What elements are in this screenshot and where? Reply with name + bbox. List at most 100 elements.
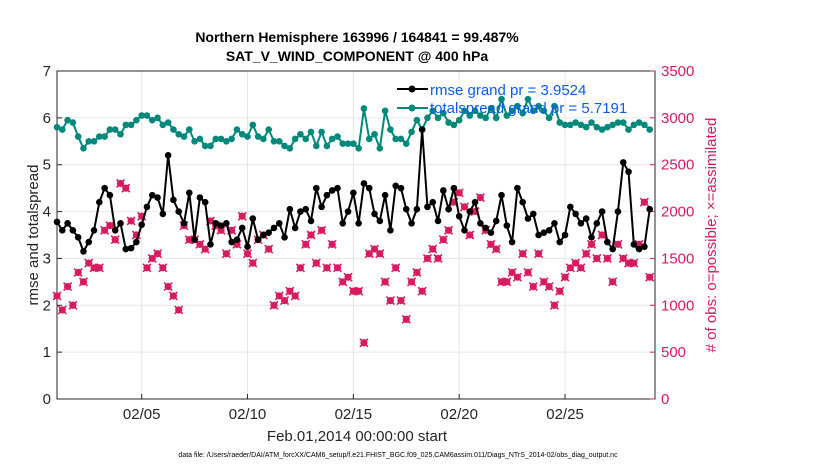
- rmse-point: [619, 159, 627, 166]
- rmse-point: [408, 219, 415, 227]
- spread-point: [434, 114, 442, 122]
- spread-point: [291, 135, 299, 143]
- obs-marker-cross: [428, 244, 438, 254]
- spread-point: [85, 137, 93, 145]
- spread-point: [360, 105, 368, 112]
- spread-point: [212, 135, 220, 143]
- spread-point: [635, 119, 643, 126]
- rmse-point: [138, 221, 145, 228]
- obs-marker-cross: [560, 272, 570, 282]
- spread-point: [593, 123, 601, 131]
- spread-point: [69, 119, 77, 126]
- obs-marker-cross: [629, 258, 639, 268]
- rmse-point: [540, 229, 548, 236]
- rmse-point: [429, 198, 437, 206]
- obs-marker: [549, 300, 560, 310]
- obs-marker-cross: [544, 281, 554, 292]
- obs-marker-cross: [459, 202, 470, 212]
- spread-point: [641, 121, 648, 129]
- obs-marker-cross: [444, 225, 454, 235]
- obs-marker: [401, 314, 411, 324]
- left-tick-label: 2: [43, 297, 51, 314]
- obs-marker: [433, 253, 443, 263]
- rmse-point: [339, 219, 347, 227]
- rmse-point: [567, 203, 574, 211]
- spread-point: [477, 112, 484, 119]
- obs-marker: [417, 286, 427, 296]
- rmse-point: [514, 184, 521, 192]
- spread-point: [519, 109, 526, 117]
- spread-point: [323, 142, 331, 150]
- spread-point: [413, 116, 421, 124]
- spread-point: [466, 112, 474, 119]
- spread-point: [619, 119, 627, 126]
- left-tick-label: 0: [43, 391, 51, 408]
- data-file-footer: data file: /Users/raeder/DAI/ATM_forcXX/…: [178, 452, 618, 459]
- obs-marker: [121, 183, 131, 193]
- obs-marker-cross: [401, 314, 411, 324]
- spread-point: [429, 107, 437, 115]
- spread-point: [545, 114, 553, 122]
- spread-point: [148, 116, 156, 124]
- rmse-point: [207, 241, 214, 248]
- obs-marker: [534, 249, 544, 259]
- obs-marker-cross: [576, 263, 586, 273]
- right-y-axis-label: # of obs: o=possible; ×=assimilated: [703, 118, 720, 353]
- rmse-point: [69, 227, 77, 234]
- obs-marker: [544, 281, 554, 292]
- spread-point: [529, 107, 537, 115]
- spread-point: [355, 145, 362, 152]
- obs-marker: [227, 225, 237, 235]
- rmse-point: [614, 208, 622, 215]
- spread-point: [58, 126, 66, 133]
- obs-marker: [639, 197, 649, 207]
- spread-point: [313, 142, 320, 150]
- rmse-point: [265, 229, 272, 236]
- obs-marker-cross: [534, 249, 544, 259]
- obs-marker-cross: [57, 305, 67, 315]
- spread-point: [450, 121, 458, 129]
- obs-marker-cross: [613, 239, 623, 249]
- obs-marker-cross: [608, 277, 618, 287]
- rmse-point: [175, 208, 183, 215]
- obs-marker-cross: [52, 291, 62, 301]
- spread-point: [302, 135, 310, 143]
- spread-point: [424, 114, 431, 122]
- rmse-point: [487, 229, 495, 236]
- spread-point: [408, 128, 415, 136]
- x-tick-label: 02/20: [440, 406, 478, 423]
- spread-point: [133, 116, 140, 124]
- spread-point: [625, 126, 632, 133]
- chart-subtitle: SAT_V_WIND_COMPONENT @ 400 hPa: [226, 48, 489, 64]
- spread-point: [106, 126, 114, 133]
- obs-marker-cross: [174, 305, 184, 315]
- rmse-point: [281, 234, 288, 241]
- rmse-point: [313, 184, 320, 192]
- spread-point: [371, 130, 378, 138]
- rmse-point: [641, 243, 648, 251]
- rmse-point: [646, 205, 654, 213]
- x-tick-label: 02/25: [546, 406, 584, 423]
- obs-marker: [555, 286, 565, 296]
- spread-point: [318, 128, 325, 136]
- rmse-point: [376, 217, 384, 225]
- left-axis-ticks: 0 1 2 3 4 5 6 7: [43, 63, 62, 408]
- obs-marker: [396, 296, 406, 306]
- rmse-point: [323, 191, 331, 199]
- rmse-point: [545, 227, 553, 234]
- obs-marker-cross: [475, 192, 485, 203]
- spread-point: [445, 119, 452, 126]
- right-tick-label: 1500: [661, 250, 694, 267]
- obs-marker-cross: [216, 225, 226, 235]
- rmse-point: [201, 198, 209, 206]
- obs-marker: [375, 249, 385, 259]
- obs-marker-cross: [407, 277, 417, 287]
- spread-point: [577, 121, 585, 129]
- obs-marker: [78, 277, 89, 287]
- rmse-point: [159, 210, 167, 218]
- rmse-point: [582, 215, 590, 222]
- spread-point: [365, 135, 373, 143]
- rmse-point: [402, 205, 410, 213]
- totalspread-series: [53, 95, 654, 152]
- rmse-point: [164, 152, 172, 159]
